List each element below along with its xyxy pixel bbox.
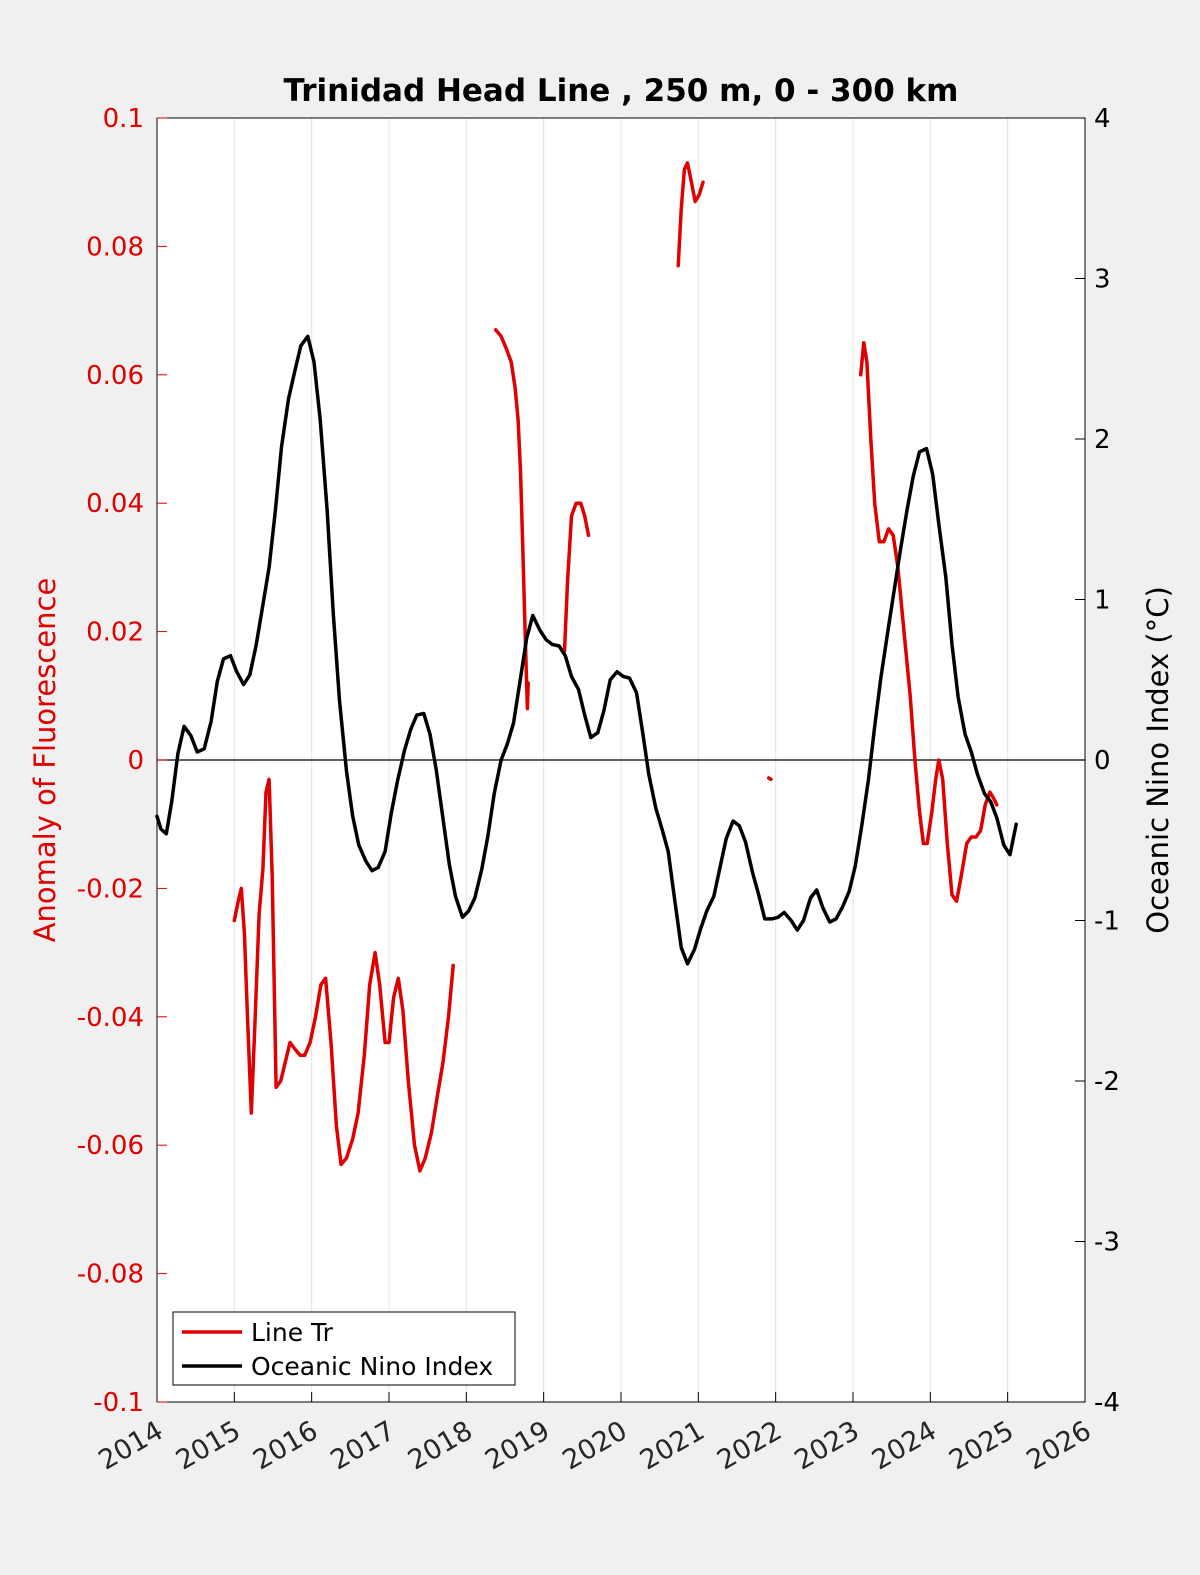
x-tick-label-2015: 2015 bbox=[171, 1415, 246, 1476]
right-y-tick-label: -3 bbox=[1094, 1228, 1120, 1258]
legend-label-oni: Oceanic Nino Index bbox=[251, 1352, 493, 1381]
left-y-axis-ticks: 0.1 0.08 0.06 0.04 0.02 0 -0.02 -0.04 -0.06 -0.08… bbox=[77, 104, 167, 1418]
left-y-tick-label: -0.02 bbox=[77, 874, 144, 904]
series-line-tr-segment-3 bbox=[562, 501, 591, 653]
left-y-tick-label: -0.1 bbox=[93, 1388, 144, 1418]
series-line-tr-segment-2 bbox=[493, 328, 530, 711]
x-tick-label-2016: 2016 bbox=[248, 1415, 323, 1476]
right-y-tick-label: -4 bbox=[1094, 1388, 1120, 1418]
x-tick-label-2021: 2021 bbox=[635, 1415, 710, 1476]
left-y-tick-label: -0.08 bbox=[77, 1260, 144, 1290]
right-y-tick-label: 3 bbox=[1094, 265, 1111, 295]
left-y-tick-label: 0.02 bbox=[86, 618, 144, 648]
x-tick-label-2022: 2022 bbox=[712, 1415, 787, 1476]
x-tick-label-2019: 2019 bbox=[480, 1415, 555, 1476]
right-y-tick-label: -2 bbox=[1094, 1067, 1120, 1097]
left-y-tick-label: -0.04 bbox=[77, 1003, 144, 1033]
left-y-tick-label: 0.08 bbox=[86, 232, 144, 262]
legend: Line Tr Oceanic Nino Index bbox=[172, 1311, 516, 1386]
x-tick-label-2026: 2026 bbox=[1021, 1415, 1096, 1476]
left-y-tick-label: 0.04 bbox=[86, 489, 144, 519]
series-layer bbox=[155, 161, 1018, 1173]
right-y-tick-label: -1 bbox=[1094, 907, 1120, 937]
left-y-tick-label: 0.1 bbox=[103, 104, 144, 134]
x-tick-label-2025: 2025 bbox=[944, 1415, 1019, 1476]
right-y-axis-label: Oceanic Nino Index (°C) bbox=[1141, 586, 1175, 934]
right-y-tick-label: 2 bbox=[1094, 425, 1111, 455]
left-y-tick-label: -0.06 bbox=[77, 1131, 144, 1161]
x-tick-label-2020: 2020 bbox=[557, 1415, 632, 1476]
left-y-tick-label: 0 bbox=[127, 746, 144, 776]
left-y-tick-label: 0.06 bbox=[86, 361, 144, 391]
series-oceanic-nino-index-segment-1 bbox=[155, 334, 1018, 966]
right-y-axis-ticks: 4 3 2 1 0 -1 -2 -3 -4 bbox=[1075, 104, 1120, 1418]
right-y-tick-label: 1 bbox=[1094, 586, 1111, 616]
x-tick-label-2023: 2023 bbox=[789, 1415, 864, 1476]
legend-box bbox=[172, 1311, 516, 1386]
x-axis-ticks: 2014 2015 2016 2017 2018 2019 2020 2021 2022 2023… bbox=[93, 1392, 1097, 1476]
series-line-tr-segment-5 bbox=[766, 776, 773, 782]
x-tick-label-2014: 2014 bbox=[93, 1415, 168, 1476]
series-line-tr-segment-1 bbox=[232, 777, 455, 1173]
right-y-tick-label: 0 bbox=[1094, 746, 1111, 776]
left-y-axis-label: Anomaly of Fluorescence bbox=[28, 578, 62, 943]
series-line-tr-segment-6 bbox=[858, 340, 999, 903]
chart-title: Trinidad Head Line , 250 m, 0 - 300 km bbox=[284, 73, 959, 109]
x-tick-label-2018: 2018 bbox=[403, 1415, 478, 1476]
right-y-tick-label: 4 bbox=[1094, 104, 1111, 134]
legend-label-line-tr: Line Tr bbox=[251, 1318, 334, 1347]
series-line-tr-segment-4 bbox=[676, 161, 705, 268]
x-tick-label-2017: 2017 bbox=[325, 1415, 400, 1476]
x-tick-label-2024: 2024 bbox=[867, 1415, 942, 1476]
